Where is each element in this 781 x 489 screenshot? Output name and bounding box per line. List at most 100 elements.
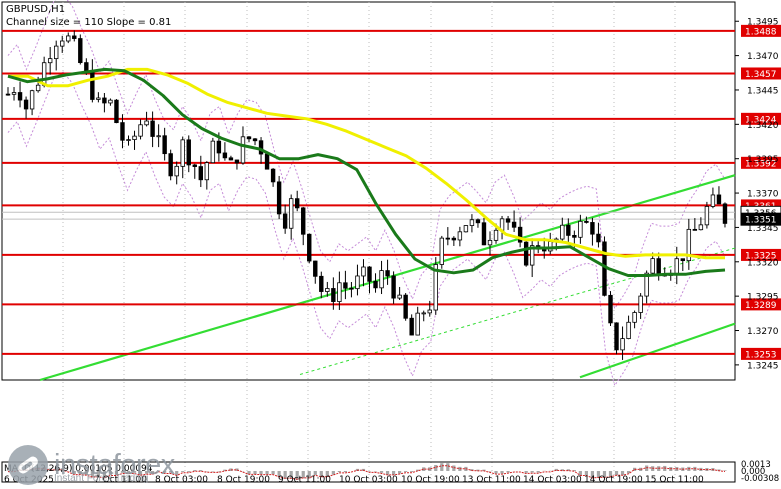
macd-histogram-bar [500, 471, 504, 474]
candle [84, 62, 89, 72]
macd-histogram-bar [199, 470, 203, 471]
candle [457, 231, 463, 241]
channel-label: Channel size = 110 Slope = 0.81 [6, 17, 172, 28]
macd-histogram-bar [96, 471, 100, 478]
candle [78, 38, 83, 64]
candle [132, 135, 137, 140]
price-tick-label: 1.3445 [747, 86, 779, 96]
candle [252, 138, 258, 142]
candle [716, 194, 722, 205]
candle [421, 312, 426, 315]
price-tick-label: 1.3295 [747, 293, 779, 303]
price-tick-label: 1.3345 [747, 224, 779, 234]
candle [307, 233, 312, 262]
candle [60, 40, 65, 47]
macd-histogram-bar [187, 471, 191, 472]
macd-histogram-bar [398, 471, 402, 474]
candle [216, 140, 222, 154]
candle [608, 294, 613, 324]
candle [704, 206, 710, 226]
level-tag-label: 1.3289 [745, 301, 777, 311]
macd-histogram-bar [404, 471, 408, 472]
candle [451, 237, 457, 241]
macd-histogram-bar [536, 471, 540, 473]
moving-average-slow [7, 67, 726, 277]
time-label: 8 Oct 19:00 [217, 475, 270, 485]
candle [222, 152, 228, 159]
candle [192, 164, 197, 167]
level-tag-label: 1.3253 [745, 350, 777, 360]
macd-histogram-bar [614, 471, 619, 476]
macd-histogram-bar [151, 471, 155, 474]
candle [11, 92, 17, 95]
time-label: 7 Oct 11:00 [94, 475, 147, 485]
candle [108, 99, 113, 104]
candle [246, 136, 252, 140]
candle [427, 309, 432, 314]
macd-histogram-bar [313, 471, 317, 476]
macd-histogram-bar [590, 471, 595, 479]
macd-histogram-bar [169, 471, 173, 473]
macd-histogram-bar [265, 471, 269, 475]
candle [511, 221, 517, 228]
macd-histogram-bar [78, 471, 82, 475]
macd-histogram-bar [283, 471, 287, 479]
macd-histogram-bar [90, 471, 94, 478]
macd-histogram-bar [181, 471, 185, 472]
macd-histogram-bar [331, 471, 335, 475]
candle [632, 312, 637, 323]
macd-histogram-bar [223, 469, 227, 471]
level-tag [741, 112, 781, 125]
time-label: 15 Oct 11:00 [645, 475, 704, 485]
candle [415, 312, 420, 336]
macd-label: MACD(12,26,9) 0.00105 0.00094 [4, 464, 153, 474]
candle [584, 220, 589, 223]
macd-histogram-bar [84, 471, 88, 476]
logo-name: instaforex [54, 449, 175, 481]
candle [23, 99, 29, 110]
candle [674, 258, 679, 274]
candle [29, 90, 35, 110]
candle [174, 165, 179, 177]
candle [596, 233, 601, 243]
macd-histogram-bar [723, 470, 727, 471]
candle [578, 220, 583, 238]
macd-histogram-bar [416, 469, 420, 471]
candle [529, 245, 535, 266]
candle [638, 295, 643, 313]
bollinger-upper [7, 0, 726, 310]
candle [204, 162, 210, 181]
candle [102, 97, 107, 104]
macd-histogram-bar [307, 471, 311, 479]
level-tag-label: 1.3392 [745, 159, 777, 169]
level-tag [741, 248, 781, 261]
candles [5, 30, 728, 360]
candle [493, 229, 499, 241]
level-lines: 1.34881.34571.34241.33921.33611.33251.32… [2, 24, 781, 360]
macd-histogram-bar [608, 471, 613, 477]
macd-histogram-bar [422, 467, 426, 471]
candle [198, 166, 203, 181]
macd-histogram-bar [144, 471, 149, 474]
candle [644, 272, 649, 297]
time-label: 10 Oct 19:00 [401, 475, 460, 485]
macd-histogram-bar [259, 471, 263, 475]
time-label: 13 Oct 11:00 [462, 475, 521, 485]
candle [620, 338, 625, 351]
macd-histogram-bar [452, 465, 456, 471]
macd-histogram-bar [560, 469, 564, 471]
macd-histogram-bar [428, 467, 432, 471]
macd-histogram-bar [476, 469, 480, 471]
candle [481, 222, 487, 246]
candle [403, 294, 408, 319]
macd-histogram-bar [337, 471, 341, 473]
candle [313, 260, 318, 277]
candle [240, 136, 246, 164]
candle [367, 266, 372, 282]
candle [258, 140, 264, 155]
price-tick-label: 1.3270 [747, 327, 779, 337]
macd-histogram-bar [566, 469, 570, 471]
candle [90, 70, 95, 100]
macd-histogram-bar [193, 470, 197, 471]
